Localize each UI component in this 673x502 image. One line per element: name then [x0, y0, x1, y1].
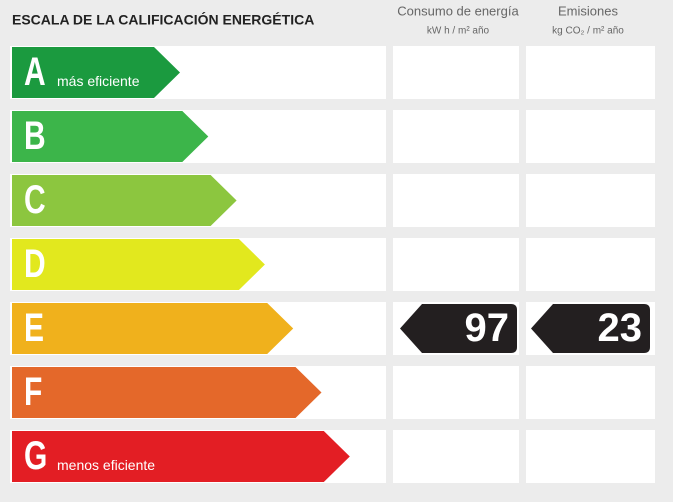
- rating-arrow: [12, 431, 350, 482]
- rating-letter: A: [24, 50, 46, 94]
- value-cell: [526, 46, 655, 99]
- value-cell: [526, 110, 655, 163]
- result-value: 97: [465, 306, 510, 350]
- column-unit: kg CO₂ / m² año: [552, 26, 624, 37]
- rating-letter: G: [24, 434, 47, 478]
- rating-arrow: [12, 239, 265, 290]
- result-value: 23: [598, 306, 643, 350]
- column-unit: kW h / m² año: [427, 26, 490, 37]
- rating-arrow: [12, 47, 180, 98]
- value-cell: [393, 174, 519, 227]
- rating-note: menos eficiente: [57, 457, 155, 473]
- rating-letter: C: [24, 178, 46, 222]
- result-arrow: [531, 304, 650, 353]
- rating-arrow: [12, 303, 294, 354]
- value-cell: [393, 430, 519, 483]
- value-cell: [393, 110, 519, 163]
- column-name: Consumo de energía: [397, 3, 519, 18]
- value-cell: [526, 238, 655, 291]
- value-cell: [526, 366, 655, 419]
- rating-arrow: [12, 175, 237, 226]
- rating-note: más eficiente: [57, 73, 140, 89]
- value-cell: [393, 238, 519, 291]
- rating-letter: B: [24, 114, 46, 158]
- rating-letter: E: [24, 306, 44, 350]
- result-arrow: [400, 304, 517, 353]
- column-name: Emisiones: [558, 3, 618, 18]
- rating-letter: D: [24, 242, 46, 286]
- rating-arrow: [12, 111, 209, 162]
- title: ESCALA DE LA CALIFICACIÓN ENERGÉTICA: [12, 11, 314, 28]
- rating-arrow: [12, 367, 322, 418]
- value-cell: [393, 46, 519, 99]
- value-cell: [526, 174, 655, 227]
- rating-letter: F: [24, 370, 42, 414]
- value-cell: [393, 366, 519, 419]
- value-cell: [526, 430, 655, 483]
